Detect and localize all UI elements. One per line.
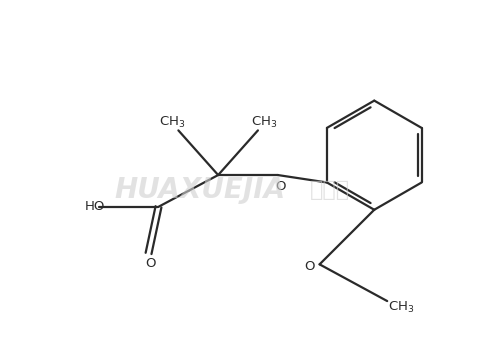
Text: O: O xyxy=(145,257,156,270)
Text: CH$_3$: CH$_3$ xyxy=(159,115,186,130)
Text: O: O xyxy=(275,180,286,193)
Text: O: O xyxy=(304,260,315,273)
Text: HO: HO xyxy=(84,200,105,213)
Text: HUAXUEJIA: HUAXUEJIA xyxy=(115,176,286,204)
Text: 化学加: 化学加 xyxy=(309,180,350,200)
Text: CH$_3$: CH$_3$ xyxy=(388,300,414,315)
Text: CH$_3$: CH$_3$ xyxy=(251,115,277,130)
